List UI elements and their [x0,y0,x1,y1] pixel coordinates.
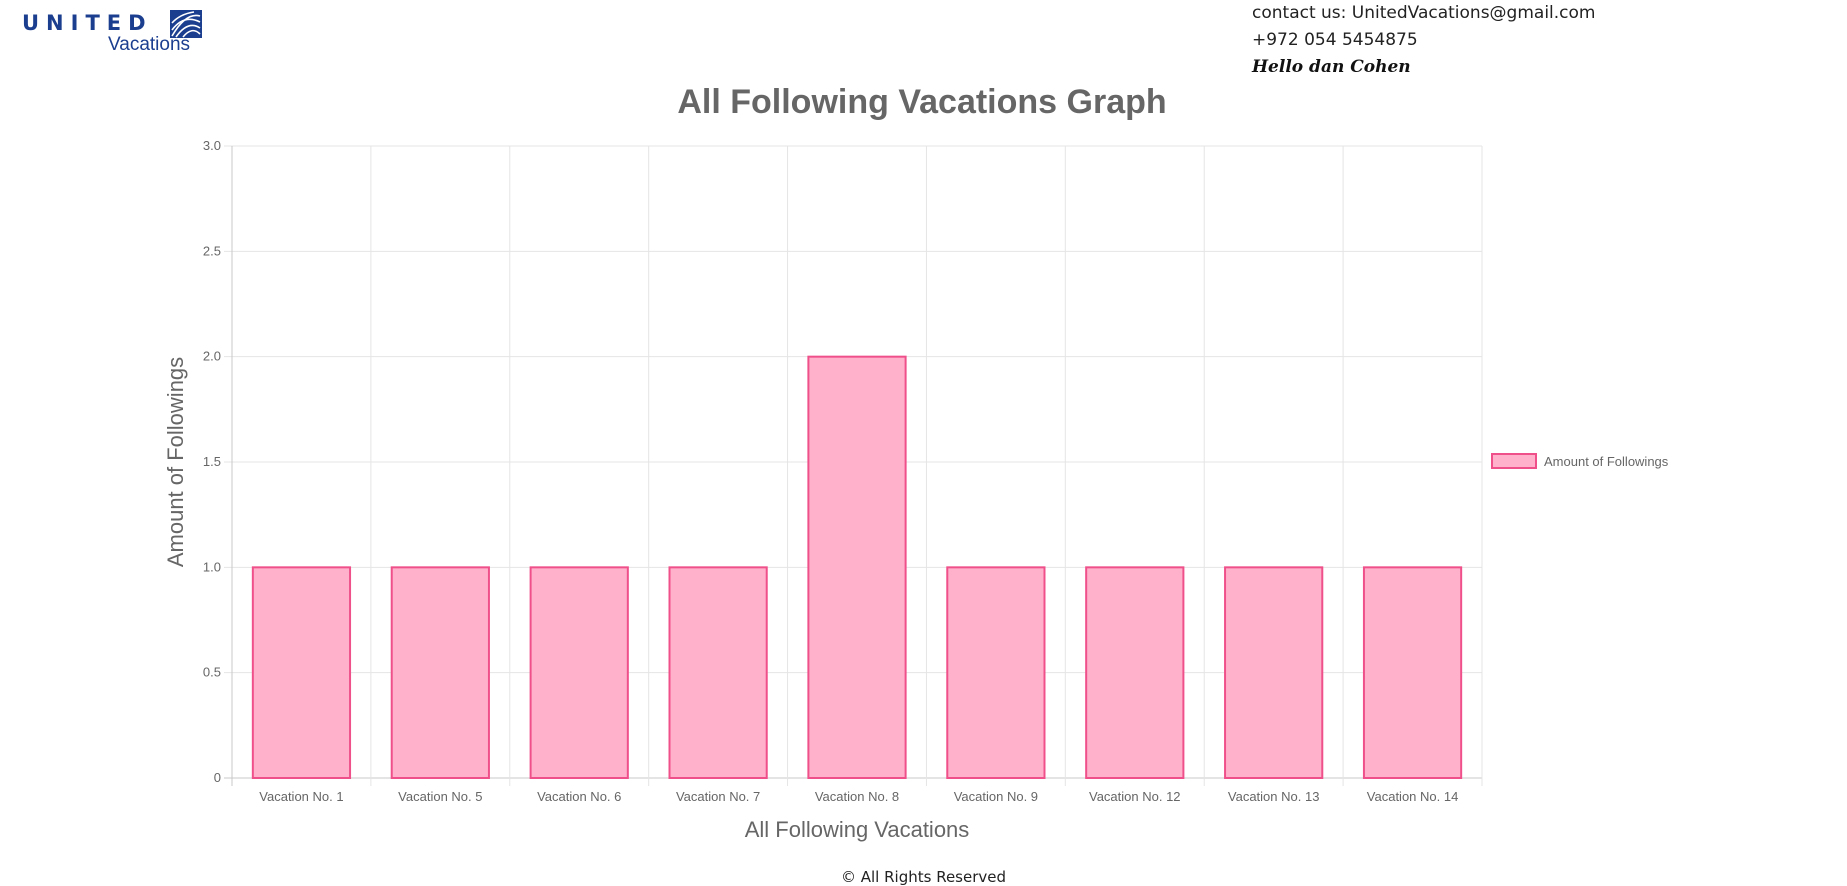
x-tick-label: Vacation No. 5 [398,789,482,804]
footer-copyright: © All Rights Reserved [840,868,1007,886]
y-tick-label: 3.0 [203,138,221,153]
bar [807,355,907,779]
bar [1224,566,1324,780]
x-tick-label: Vacation No. 1 [259,789,343,804]
y-tick-label: 1.5 [203,454,221,469]
x-tick-label: Vacation No. 6 [537,789,621,804]
united-vacations-logo[interactable]: UNITED Vacations [22,8,212,55]
bar [251,566,352,780]
y-tick-label: 2.5 [203,243,221,258]
bar [668,566,768,780]
y-tick-label: 0 [214,770,221,785]
contact-email: contact us: UnitedVacations@gmail.com [1252,3,1596,23]
legend-swatch [1491,453,1537,469]
x-tick-label: Vacation No. 9 [954,789,1038,804]
y-tick-label: 1.0 [203,559,221,574]
x-axis-title: All Following Vacations [745,817,970,842]
y-tick-label: 0.5 [203,665,221,680]
logo-subtitle: Vacations [108,34,191,55]
x-tick-label: Vacation No. 7 [676,789,760,804]
globe-icon [170,10,202,38]
bar [390,566,490,780]
x-tick-label: Vacation No. 14 [1367,789,1459,804]
contact-phone: +972 054 5454875 [1252,30,1418,50]
bar [946,566,1046,780]
chart-container: All Following Vacations Graph 0 0.5 1.0 1.5 2… [0,80,1847,855]
bar [529,566,629,780]
bar [1085,566,1185,780]
following-vacations-chart: All Following Vacations Graph 0 0.5 1.0 1.5 2… [163,83,1669,842]
y-tick-label: 2.0 [203,349,221,364]
y-axis-title: Amount of Followings [163,357,188,567]
contact-info: contact us: UnitedVacations@gmail.com +9… [1252,0,1595,81]
x-tick-label: Vacation No. 12 [1089,789,1181,804]
legend-label: Amount of Followings [1544,454,1669,469]
chart-title: All Following Vacations Graph [677,83,1166,121]
x-tick-label: Vacation No. 8 [815,789,899,804]
user-greeting: Hello dan Cohen [1252,57,1411,77]
logo-wordmark: UNITED [22,11,153,35]
x-tick-label: Vacation No. 13 [1228,789,1320,804]
bar [1362,566,1463,780]
